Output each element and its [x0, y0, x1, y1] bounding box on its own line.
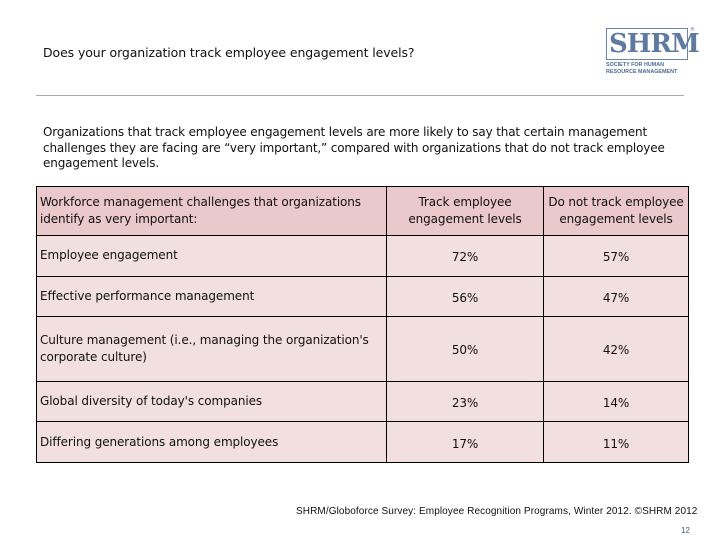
no-track-value: 42%	[543, 316, 689, 382]
table-row: Global diversity of today's companies 23…	[36, 380, 689, 423]
no-track-value: 57%	[543, 235, 689, 277]
slide-title: Does your organization track employee en…	[43, 45, 415, 60]
header-challenges: Workforce management challenges that org…	[36, 186, 387, 236]
header-track: Track employee engagement levels	[386, 186, 544, 236]
row-label: Differing generations among employees	[36, 421, 387, 463]
track-value: 56%	[386, 275, 544, 318]
title-divider	[36, 95, 684, 96]
source-citation: SHRM/Globoforce Survey: Employee Recogni…	[296, 506, 698, 517]
no-track-value: 11%	[543, 421, 689, 463]
table-row: Employee engagement 72% 57%	[36, 235, 689, 277]
table-row: Culture management (i.e., managing the o…	[36, 316, 689, 382]
row-label: Effective performance management	[36, 275, 387, 318]
header-no-track: Do not track employee engagement levels	[543, 186, 689, 236]
logo-registered-mark: ®	[690, 27, 695, 33]
track-value: 23%	[386, 380, 544, 423]
table-header-row: Workforce management challenges that org…	[36, 186, 689, 236]
row-label: Culture management (i.e., managing the o…	[36, 316, 387, 382]
table-row: Differing generations among employees 17…	[36, 421, 689, 463]
page-number: 12	[681, 526, 690, 535]
no-track-value: 14%	[543, 380, 689, 423]
no-track-value: 47%	[543, 275, 689, 318]
row-label: Employee engagement	[36, 235, 387, 277]
logo-wordmark: SHRM	[609, 29, 700, 59]
intro-paragraph: Organizations that track employee engage…	[43, 125, 665, 170]
logo-subtitle-line-2: RESOURCE MANAGEMENT	[606, 68, 678, 75]
row-label: Global diversity of today's companies	[36, 380, 387, 423]
track-value: 50%	[386, 316, 544, 382]
comparison-table: Workforce management challenges that org…	[36, 186, 689, 463]
track-value: 72%	[386, 235, 544, 277]
logo-subtitle: SOCIETY FOR HUMAN RESOURCE MANAGEMENT	[606, 62, 688, 75]
logo-box: SHRM	[606, 28, 700, 60]
shrm-logo: SHRM ® SOCIETY FOR HUMAN RESOURCE MANAGE…	[606, 27, 700, 78]
track-value: 17%	[386, 421, 544, 463]
logo-subtitle-line-1: SOCIETY FOR HUMAN	[606, 62, 665, 68]
table-row: Effective performance management 56% 47%	[36, 275, 689, 318]
